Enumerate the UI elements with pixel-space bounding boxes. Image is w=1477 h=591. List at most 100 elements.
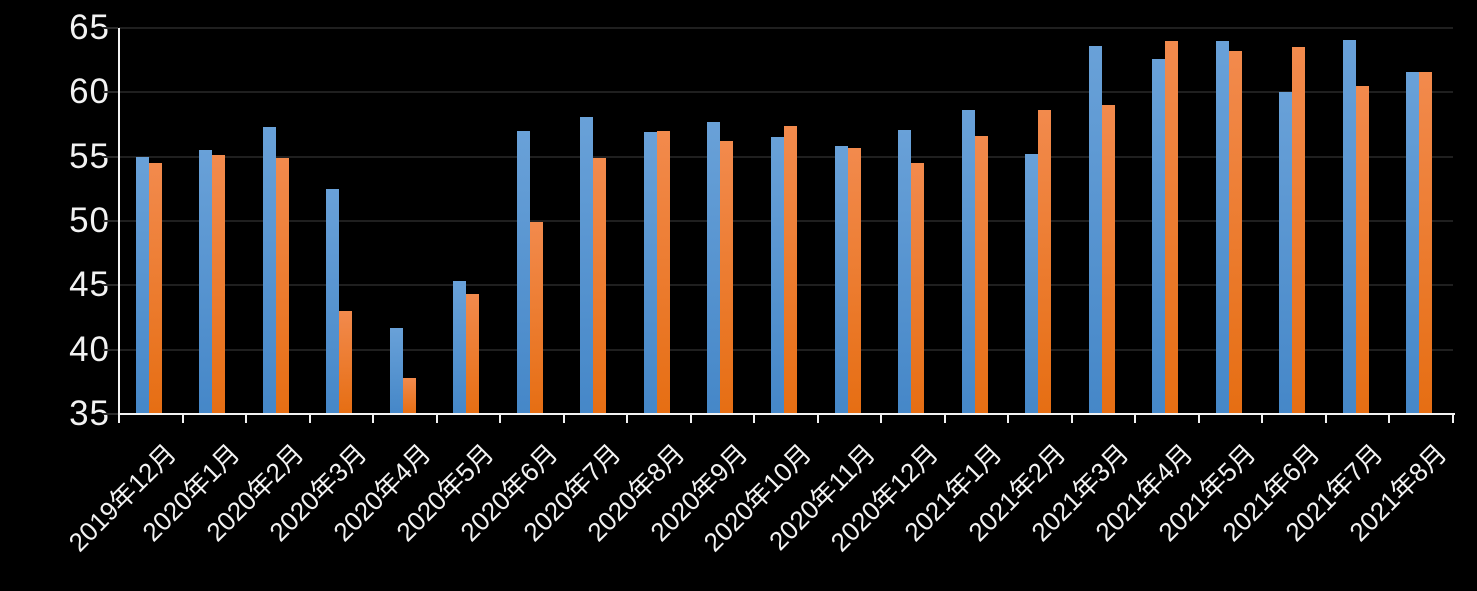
bar-blue bbox=[770, 137, 784, 414]
bar-orange bbox=[783, 125, 797, 414]
bar-orange bbox=[593, 157, 607, 414]
y-axis-tick bbox=[103, 91, 118, 94]
category-group bbox=[945, 28, 1009, 414]
x-axis-tick bbox=[245, 415, 248, 423]
bar-orange bbox=[529, 222, 543, 414]
x-axis-tick bbox=[1007, 415, 1010, 423]
y-axis-label: 55 bbox=[69, 136, 110, 176]
category-group bbox=[183, 28, 247, 414]
category-group bbox=[1326, 28, 1390, 414]
y-axis-label: 60 bbox=[69, 72, 110, 112]
bar-blue bbox=[1152, 58, 1166, 414]
x-axis-tick bbox=[816, 415, 819, 423]
x-axis-tick bbox=[435, 415, 438, 423]
y-axis-label: 50 bbox=[69, 201, 110, 240]
x-axis-tick bbox=[181, 415, 184, 423]
category-group bbox=[1008, 28, 1072, 414]
bar-orange bbox=[148, 163, 162, 414]
category-group bbox=[1135, 28, 1199, 414]
bar-blue bbox=[961, 110, 975, 414]
bar-orange bbox=[1228, 51, 1242, 414]
bar-orange bbox=[402, 377, 416, 414]
category-group bbox=[881, 28, 945, 414]
y-axis-label: 35 bbox=[69, 394, 110, 433]
bar-orange bbox=[1101, 105, 1115, 414]
bar-blue bbox=[135, 156, 149, 414]
y-axis-tick bbox=[103, 413, 118, 415]
bar-blue bbox=[326, 188, 340, 414]
bar-orange bbox=[1165, 40, 1179, 414]
bar-orange bbox=[911, 163, 925, 414]
category-group bbox=[310, 28, 374, 414]
bar-blue bbox=[1025, 154, 1039, 414]
x-axis-tick bbox=[1134, 415, 1137, 423]
plot-area bbox=[119, 27, 1453, 414]
bar-orange bbox=[847, 147, 861, 414]
bar-orange bbox=[974, 136, 988, 414]
category-group bbox=[1389, 28, 1453, 414]
category-group bbox=[1262, 28, 1326, 414]
bar-blue bbox=[516, 130, 530, 414]
category-group bbox=[246, 28, 310, 414]
bar-blue bbox=[1342, 39, 1356, 414]
x-axis-tick bbox=[1324, 415, 1327, 423]
x-axis-tick bbox=[372, 415, 375, 423]
category-group bbox=[119, 28, 183, 414]
bar-orange bbox=[275, 157, 289, 414]
y-axis-tick bbox=[103, 220, 118, 222]
bar-blue bbox=[389, 327, 403, 414]
bar-blue bbox=[707, 121, 721, 414]
x-axis-tick bbox=[118, 415, 120, 423]
category-group bbox=[818, 28, 882, 414]
bar-orange bbox=[466, 294, 480, 414]
bar-orange bbox=[339, 311, 353, 414]
x-axis-tick bbox=[1261, 415, 1264, 423]
gridline bbox=[119, 91, 1453, 94]
bar-blue bbox=[898, 129, 912, 414]
x-axis-line bbox=[118, 413, 1455, 415]
bar-blue bbox=[453, 281, 467, 414]
bar-orange bbox=[1038, 110, 1052, 414]
bar-blue bbox=[1215, 40, 1229, 414]
y-axis-tick bbox=[103, 27, 118, 29]
bar-orange bbox=[720, 141, 734, 414]
bar-blue bbox=[1279, 92, 1293, 414]
x-axis-tick bbox=[308, 415, 311, 423]
category-group bbox=[1199, 28, 1263, 414]
x-axis-tick bbox=[1070, 415, 1073, 423]
bar-orange bbox=[656, 130, 670, 414]
x-axis-tick bbox=[562, 415, 565, 423]
category-group bbox=[564, 28, 628, 414]
bar-blue bbox=[262, 127, 276, 414]
category-group bbox=[373, 28, 437, 414]
category-group bbox=[437, 28, 501, 414]
bar-orange bbox=[212, 155, 226, 414]
x-axis-tick bbox=[499, 415, 502, 423]
x-axis-tick bbox=[689, 415, 692, 423]
category-group bbox=[500, 28, 564, 414]
bar-blue bbox=[1406, 71, 1420, 414]
bar-blue bbox=[580, 116, 594, 414]
y-axis-label: 45 bbox=[69, 265, 110, 305]
x-axis-tick bbox=[626, 415, 629, 423]
bar-orange bbox=[1292, 47, 1306, 414]
x-axis-tick bbox=[943, 415, 946, 423]
category-group bbox=[627, 28, 691, 414]
y-axis-line bbox=[118, 28, 120, 415]
x-axis-tick bbox=[1452, 415, 1454, 423]
category-group bbox=[691, 28, 755, 414]
category-group bbox=[754, 28, 818, 414]
y-axis-tick bbox=[103, 284, 118, 287]
y-axis-tick bbox=[103, 348, 118, 351]
bar-blue bbox=[1088, 46, 1102, 414]
y-axis-label: 65 bbox=[69, 8, 110, 47]
x-axis-tick bbox=[1197, 415, 1200, 423]
y-axis-tick bbox=[103, 155, 118, 158]
bar-orange bbox=[1355, 85, 1369, 414]
x-axis-tick bbox=[880, 415, 883, 423]
bar-blue bbox=[643, 132, 657, 414]
bar-orange bbox=[1419, 71, 1433, 414]
x-axis-tick bbox=[1388, 415, 1391, 423]
bar-blue bbox=[199, 150, 213, 414]
x-axis-tick bbox=[753, 415, 756, 423]
